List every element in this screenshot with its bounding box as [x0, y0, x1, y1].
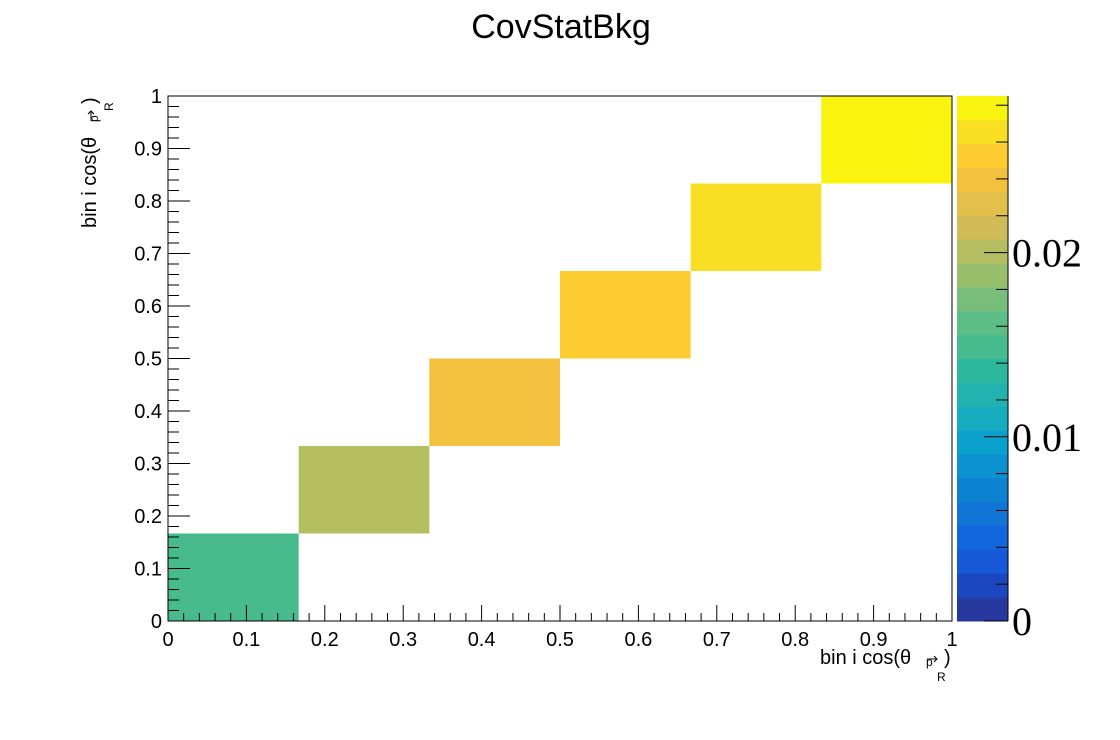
x-tick-label: 0.9	[860, 629, 888, 651]
color-scale-segment	[957, 119, 1008, 145]
svg-text:): )	[944, 647, 951, 669]
x-tick-label: 0	[162, 629, 173, 651]
color-scale-segment	[957, 191, 1008, 216]
x-tick-label: 0.2	[311, 629, 339, 651]
svg-text:R: R	[102, 102, 116, 111]
color-scale-segment	[957, 549, 1008, 574]
y-tick-label: 0.8	[134, 191, 162, 213]
y-tick-label: 0.2	[134, 506, 162, 528]
color-scale	[957, 96, 1009, 622]
y-tick-label: 0.3	[134, 454, 162, 476]
color-scale-segment	[957, 406, 1008, 431]
x-tick-label: 0.1	[232, 629, 260, 651]
y-tick-label: 0.6	[134, 296, 162, 318]
y-tick-label: 0.4	[134, 401, 162, 423]
color-scale-segment	[957, 573, 1008, 598]
y-axis: 0 0.1 0.2 0.3 0.4 0.5 0.6 0.7 0.8 0.9 1	[134, 86, 190, 633]
x-axis-title: bin i cos(θ p R )	[820, 647, 951, 684]
color-scale-segment	[957, 430, 1008, 455]
color-scale-segment	[957, 334, 1008, 359]
y-axis-title: bin i cos(θ p R )	[79, 97, 116, 228]
color-scale-segment	[957, 239, 1008, 264]
svg-text:R: R	[937, 670, 946, 684]
x-tick-label: 0.6	[624, 629, 652, 651]
x-tick-label: 0.4	[468, 629, 496, 651]
color-scale-segment	[957, 597, 1008, 622]
x-tick-label: 0.8	[781, 629, 809, 651]
x-tick-label: 0.3	[389, 629, 417, 651]
heatmap-cell-1	[168, 533, 299, 621]
x-axis: 0 0.1 0.2 0.3 0.4 0.5 0.6 0.7 0.8 0.9 1	[162, 605, 958, 651]
heatmap-cell-5	[690, 183, 822, 271]
color-scale-segment	[957, 477, 1008, 503]
x-tick-label: 1	[946, 629, 957, 651]
y-tick-label: 0	[151, 611, 162, 633]
x-axis-title-vector-symbol: p	[926, 655, 933, 669]
heatmap-cell-4	[560, 270, 691, 359]
svg-text:): )	[79, 97, 101, 104]
color-scale-segment	[957, 358, 1008, 383]
y-tick-label: 0.1	[134, 559, 162, 581]
color-scale-segment	[957, 286, 1008, 312]
color-scale-segment	[957, 143, 1008, 169]
y-axis-title-vector-symbol: p	[87, 115, 101, 122]
heatmap-cell-3	[429, 358, 560, 447]
color-scale-segment	[957, 382, 1008, 407]
color-scale-axis: 0 0.01 0.02	[984, 104, 1082, 644]
z-tick-label: 0.02	[1012, 231, 1082, 276]
z-tick-label: 0.01	[1012, 415, 1082, 460]
color-scale-segment	[957, 310, 1008, 336]
y-tick-label: 0.9	[134, 139, 162, 161]
color-scale-segment	[957, 96, 1008, 121]
color-scale-segment	[957, 453, 1008, 479]
z-tick-label: 0	[1012, 599, 1032, 644]
y-tick-label: 1	[151, 86, 162, 108]
color-scale-segment	[957, 501, 1008, 527]
svg-text:bin i cos(θ: bin i cos(θ	[820, 647, 911, 669]
y-tick-label: 0.5	[134, 349, 162, 371]
svg-text:bin i cos(θ: bin i cos(θ	[79, 137, 101, 228]
color-scale-segment	[957, 215, 1008, 240]
y-tick-label: 0.7	[134, 244, 162, 266]
heatmap-cells	[168, 96, 952, 621]
x-tick-label: 0.7	[703, 629, 731, 651]
color-scale-segment	[957, 525, 1008, 550]
x-axis-title-arrow	[927, 655, 938, 663]
heatmap-cell-2	[298, 446, 430, 534]
x-tick-label: 0.5	[546, 629, 574, 651]
color-scale-segment	[957, 167, 1008, 192]
color-scale-segment	[957, 263, 1008, 288]
chart-title: CovStatBkg	[471, 8, 651, 46]
heatmap-cell-6	[821, 96, 952, 184]
y-axis-title-arrow	[87, 110, 95, 121]
